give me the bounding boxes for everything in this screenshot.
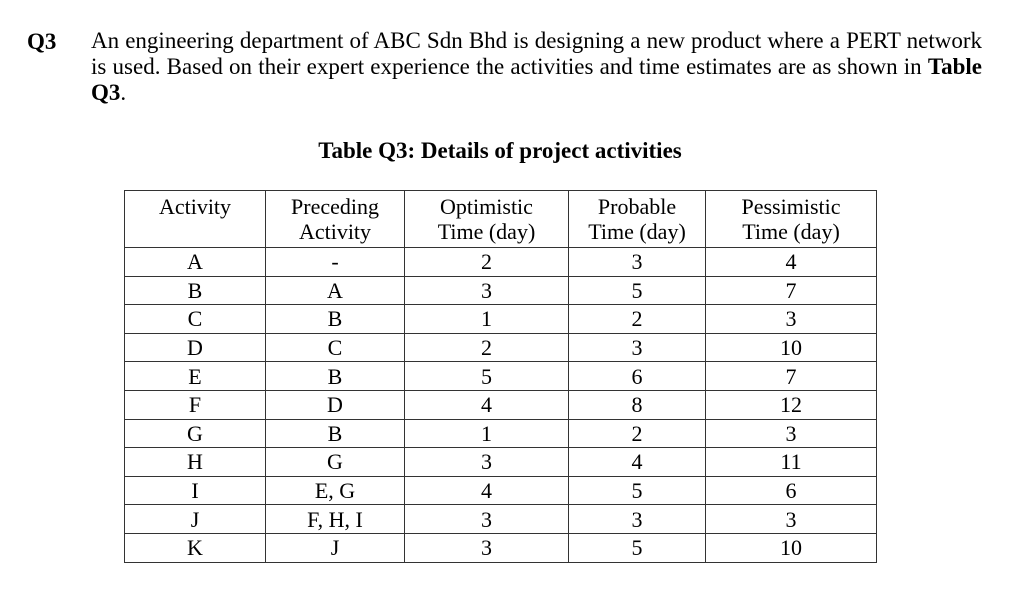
cell-probable: 3 (568, 504, 706, 534)
cell-probable: 4 (568, 447, 706, 477)
table-row: H G 3 4 11 (124, 447, 877, 477)
cell-probable: 3 (568, 332, 706, 363)
table-row: F D 4 8 12 (124, 389, 877, 420)
cell-preceding: B (265, 418, 405, 449)
cell-pessimistic: 7 (705, 361, 877, 391)
cell-optimistic: 5 (404, 361, 569, 391)
cell-activity: B (124, 275, 266, 306)
cell-activity: G (124, 418, 266, 449)
cell-pessimistic: 12 (705, 389, 877, 420)
cell-activity: C (124, 304, 266, 334)
cell-pessimistic: 10 (705, 532, 877, 563)
cell-pessimistic: 10 (705, 332, 877, 363)
cell-preceding: A (265, 275, 405, 306)
cell-probable: 5 (568, 275, 706, 306)
table-reference: Table Q3 (91, 54, 982, 105)
cell-optimistic: 3 (404, 504, 569, 534)
table-row: K J 3 5 10 (124, 532, 877, 563)
cell-preceding: D (265, 389, 405, 420)
header-pessimistic-time: Pessimistic Time (day) (705, 190, 877, 248)
cell-probable: 2 (568, 304, 706, 334)
question-text-body: An engineering department of ABC Sdn Bhd… (91, 28, 982, 79)
cell-activity: E (124, 361, 266, 391)
cell-probable: 6 (568, 361, 706, 391)
header-line: Time (day) (588, 219, 686, 244)
cell-optimistic: 4 (404, 389, 569, 420)
question-text: An engineering department of ABC Sdn Bhd… (91, 28, 982, 106)
header-line: Time (day) (742, 219, 840, 244)
header-line: Pessimistic (741, 194, 841, 219)
cell-preceding: C (265, 332, 405, 363)
cell-optimistic: 1 (404, 304, 569, 334)
cell-preceding: - (265, 247, 405, 277)
header-line: Time (day) (437, 219, 536, 244)
cell-pessimistic: 3 (705, 304, 877, 334)
cell-activity: J (124, 504, 266, 534)
cell-optimistic: 2 (404, 247, 569, 277)
cell-activity: I (124, 475, 266, 506)
cell-optimistic: 3 (404, 447, 569, 477)
cell-preceding: B (265, 361, 405, 391)
cell-pessimistic: 3 (705, 418, 877, 449)
cell-pessimistic: 6 (705, 475, 877, 506)
header-line: Activity (298, 219, 372, 244)
cell-optimistic: 1 (404, 418, 569, 449)
cell-pessimistic: 3 (705, 504, 877, 534)
cell-activity: F (124, 389, 266, 420)
cell-preceding: B (265, 304, 405, 334)
cell-activity: K (124, 532, 266, 563)
cell-optimistic: 3 (404, 275, 569, 306)
header-line: Preceding (291, 194, 379, 219)
table-header-row: Activity Preceding Activity Optimistic Tim… (124, 190, 877, 248)
header-activity: Activity (124, 190, 266, 248)
header-line: Probable (597, 194, 677, 219)
cell-activity: H (124, 447, 266, 477)
cell-optimistic: 3 (404, 532, 569, 563)
header-optimistic-time: Optimistic Time (day) (404, 190, 569, 248)
header-line: Optimistic (440, 194, 533, 219)
table-caption: Table Q3: Details of project activities (318, 138, 682, 163)
cell-activity: A (124, 247, 266, 277)
cell-probable: 2 (568, 418, 706, 449)
question-number: Q3 (27, 29, 57, 54)
cell-pessimistic: 7 (705, 275, 877, 306)
cell-preceding: J (265, 532, 405, 563)
header-line: Activity (158, 194, 232, 219)
cell-probable: 5 (568, 475, 706, 506)
header-preceding-activity: Preceding Activity (265, 190, 405, 248)
cell-optimistic: 2 (404, 332, 569, 363)
cell-preceding: E, G (265, 475, 405, 506)
cell-preceding: F, H, I (265, 504, 405, 534)
cell-pessimistic: 11 (705, 447, 877, 477)
cell-optimistic: 4 (404, 475, 569, 506)
cell-probable: 3 (568, 247, 706, 277)
cell-activity: D (124, 332, 266, 363)
cell-probable: 5 (568, 532, 706, 563)
table-row: D C 2 3 10 (124, 332, 877, 363)
header-probable-time: Probable Time (day) (568, 190, 706, 248)
cell-preceding: G (265, 447, 405, 477)
cell-pessimistic: 4 (705, 247, 877, 277)
activities-table: Activity Preceding Activity Optimistic Tim… (124, 190, 877, 563)
cell-probable: 8 (568, 389, 706, 420)
question-text-end: . (120, 80, 127, 105)
